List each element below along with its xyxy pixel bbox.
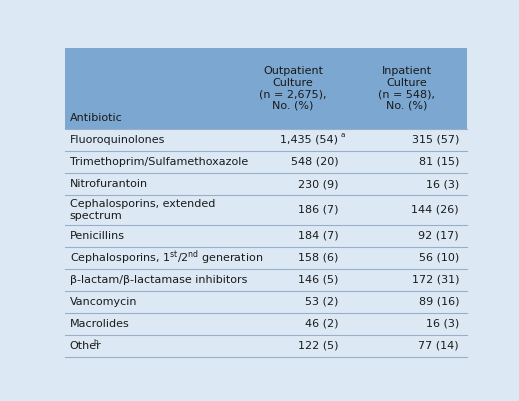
Bar — [65, 225, 467, 247]
Bar — [65, 129, 467, 151]
Text: 158 (6): 158 (6) — [298, 253, 338, 263]
Text: 81 (15): 81 (15) — [419, 157, 459, 167]
Text: a: a — [340, 132, 345, 138]
Text: 16 (3): 16 (3) — [426, 179, 459, 189]
Text: 53 (2): 53 (2) — [305, 297, 338, 307]
Text: Fluoroquinolones: Fluoroquinolones — [70, 135, 165, 145]
Text: 122 (5): 122 (5) — [298, 341, 338, 351]
Bar — [65, 48, 467, 129]
Text: Vancomycin: Vancomycin — [70, 297, 137, 307]
Bar — [65, 269, 467, 291]
Text: 77 (14): 77 (14) — [418, 341, 459, 351]
Text: Inpatient
Culture
(n = 548),
No. (%): Inpatient Culture (n = 548), No. (%) — [378, 66, 435, 111]
Text: 548 (20): 548 (20) — [291, 157, 338, 167]
Text: 146 (5): 146 (5) — [298, 275, 338, 285]
Text: β-lactam/β-lactamase inhibitors: β-lactam/β-lactamase inhibitors — [70, 275, 247, 285]
Text: 1,435 (54): 1,435 (54) — [280, 135, 338, 145]
Text: Nitrofurantoin: Nitrofurantoin — [70, 179, 148, 189]
Text: 16 (3): 16 (3) — [426, 319, 459, 329]
Text: 315 (57): 315 (57) — [412, 135, 459, 145]
Text: Outpatient
Culture
(n = 2,675),
No. (%): Outpatient Culture (n = 2,675), No. (%) — [260, 66, 327, 111]
Text: Cephalosporins, extended
spectrum: Cephalosporins, extended spectrum — [70, 199, 215, 221]
Text: 172 (31): 172 (31) — [412, 275, 459, 285]
Text: 92 (17): 92 (17) — [418, 231, 459, 241]
Text: 46 (2): 46 (2) — [305, 319, 338, 329]
Text: 89 (16): 89 (16) — [418, 297, 459, 307]
Bar — [65, 313, 467, 335]
Bar — [65, 291, 467, 313]
Text: b: b — [93, 339, 98, 345]
Text: Macrolides: Macrolides — [70, 319, 129, 329]
Text: Antibiotic: Antibiotic — [70, 113, 122, 124]
Text: Trimethoprim/Sulfamethoxazole: Trimethoprim/Sulfamethoxazole — [70, 157, 248, 167]
Bar — [65, 173, 467, 195]
Text: 56 (10): 56 (10) — [419, 253, 459, 263]
Text: 230 (9): 230 (9) — [298, 179, 338, 189]
Text: 184 (7): 184 (7) — [298, 231, 338, 241]
Bar — [65, 335, 467, 357]
Text: 144 (26): 144 (26) — [412, 205, 459, 215]
Text: Cephalosporins, 1$^{\mathrm{st}}$/2$^{\mathrm{nd}}$ generation: Cephalosporins, 1$^{\mathrm{st}}$/2$^{\m… — [70, 248, 263, 267]
Bar — [65, 247, 467, 269]
Text: Penicillins: Penicillins — [70, 231, 125, 241]
Text: 186 (7): 186 (7) — [298, 205, 338, 215]
Bar — [65, 195, 467, 225]
Bar — [65, 151, 467, 173]
Text: Other: Other — [70, 341, 101, 351]
